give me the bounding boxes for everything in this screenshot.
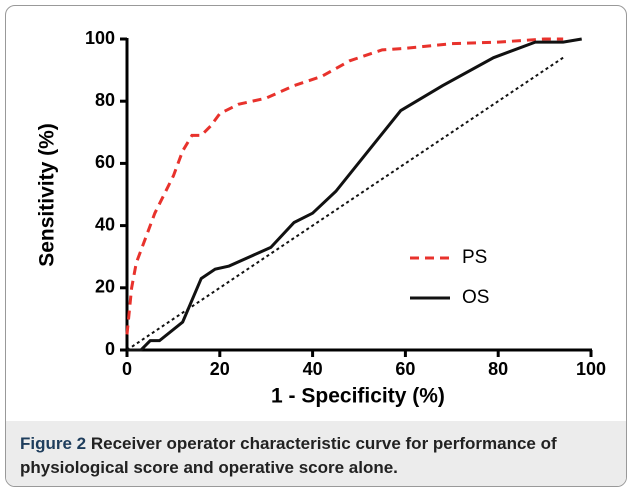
y-tick-label: 60 <box>95 152 115 172</box>
y-tick-label: 0 <box>105 339 115 359</box>
caption-text: Receiver operator characteristic curve f… <box>20 434 557 477</box>
x-tick-label: 80 <box>488 359 508 379</box>
y-tick-label: 40 <box>95 214 115 234</box>
y-tick-label: 80 <box>95 90 115 110</box>
x-axis-label: 1 - Specificity (%) <box>271 385 445 408</box>
y-tick-label: 20 <box>95 277 115 297</box>
y-tick-label: 100 <box>85 28 115 48</box>
caption-label: Figure 2 <box>20 434 87 453</box>
chart: 1 - Specificity (%) Sensitivity (%) 0 20 4… <box>36 28 606 408</box>
series-line <box>125 37 564 335</box>
x-tick-label: 40 <box>303 359 323 379</box>
y-axis-label: Sensitivity (%) <box>36 123 59 267</box>
x-tick-label: 20 <box>210 359 230 379</box>
x-tick-label: 0 <box>122 359 132 379</box>
series-line <box>126 56 564 351</box>
series-line <box>127 37 582 352</box>
caption: Figure 2 Receiver operator characteristi… <box>6 421 626 486</box>
legend-label: PS <box>462 247 487 268</box>
x-tick-label: 100 <box>576 359 606 379</box>
legend-label: OS <box>462 287 489 308</box>
x-tick-label: 60 <box>395 359 415 379</box>
